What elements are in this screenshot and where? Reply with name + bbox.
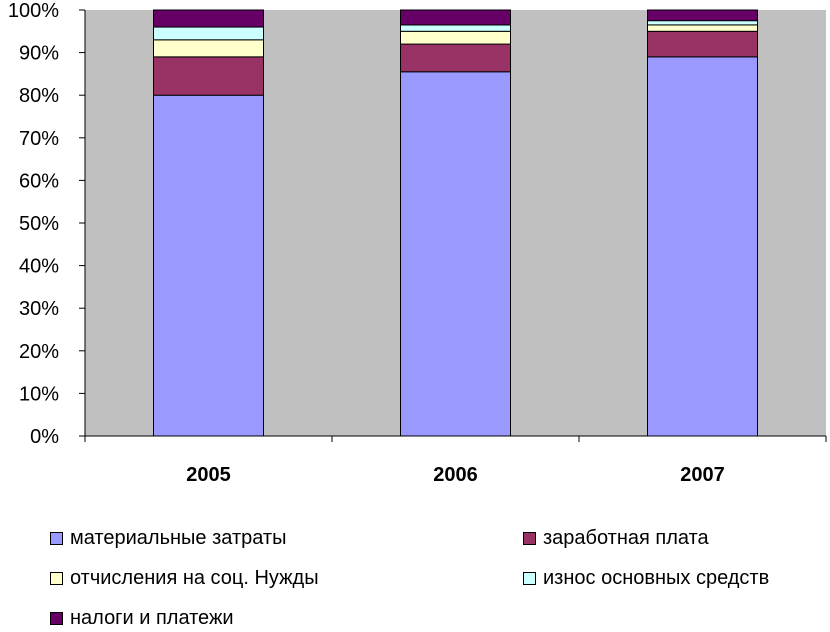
bar-segment-2007-series-2: [647, 30, 758, 58]
x-tick-label-2007: 2007: [680, 464, 725, 486]
y-tick-label: 70%: [19, 128, 59, 150]
y-tick-label: 10%: [19, 383, 59, 405]
legend-label: налоги и платежи: [70, 606, 234, 629]
legend-label: материальные затраты: [70, 526, 287, 549]
legend-swatch: [50, 571, 63, 585]
legend-item-2: заработная плата: [523, 524, 709, 552]
legend-item-4: износ основных средств: [523, 564, 769, 592]
bar-segment-2007-series-3: [647, 24, 758, 32]
bar-segment-2005-series-4: [153, 26, 264, 41]
legend-swatch: [523, 571, 536, 585]
legend-label: износ основных средств: [543, 566, 770, 589]
legend-swatch: [50, 611, 63, 625]
legend-swatch: [50, 531, 63, 545]
bar-segment-2006-series-4: [400, 24, 511, 32]
bar-segment-2006-series-3: [400, 30, 511, 45]
y-tick-label: 90%: [19, 43, 59, 65]
bar-segment-2007-series-5: [647, 9, 758, 22]
chart-legend: материальные затраты заработная плата отчи…: [40, 522, 830, 629]
y-tick-label: 60%: [19, 170, 59, 192]
y-tick-label: 20%: [19, 341, 59, 363]
legend-label: отчисления на соц. Нужды: [70, 566, 319, 589]
stacked-bar-chart: 0%10%20%30%40%50%60%70%80%90%100% 2005 20…: [8, 0, 827, 486]
bar-segment-2005-series-3: [153, 39, 264, 58]
bar-segment-2007-series-1: [647, 56, 758, 437]
bar-segment-2006-series-5: [400, 9, 511, 26]
bar-segment-2006-series-2: [400, 43, 511, 73]
y-tick-label: 80%: [19, 85, 59, 107]
bar-segment-2005-series-1: [153, 94, 264, 437]
bar-segment-2006-series-1: [400, 71, 511, 437]
legend-swatch: [523, 531, 536, 545]
bar-segment-2007-series-4: [647, 20, 758, 26]
legend-item-3: отчисления на соц. Нужды: [50, 564, 319, 592]
bars-group: [153, 9, 758, 437]
x-tick-label-2005: 2005: [186, 464, 231, 486]
bar-segment-2005-series-2: [153, 56, 264, 96]
y-axis: 0% 10% 20% 30% 40% 50% 60% 70% 80% 90% 100%: [8, 0, 86, 448]
y-tick-label: 30%: [19, 298, 59, 320]
legend-item-1: материальные затраты: [50, 524, 286, 552]
x-axis: 2005 2006 2007: [84, 435, 827, 486]
y-tick-label: 40%: [19, 256, 59, 278]
x-tick-label-2006: 2006: [433, 464, 478, 486]
legend-label: заработная плата: [543, 526, 709, 549]
bar-segment-2005-series-5: [153, 9, 264, 28]
y-tick-label: 50%: [19, 213, 59, 235]
legend-item-5: налоги и платежи: [50, 604, 234, 632]
y-tick-label: 100%: [8, 0, 59, 22]
y-tick-label: 0%: [30, 426, 59, 448]
